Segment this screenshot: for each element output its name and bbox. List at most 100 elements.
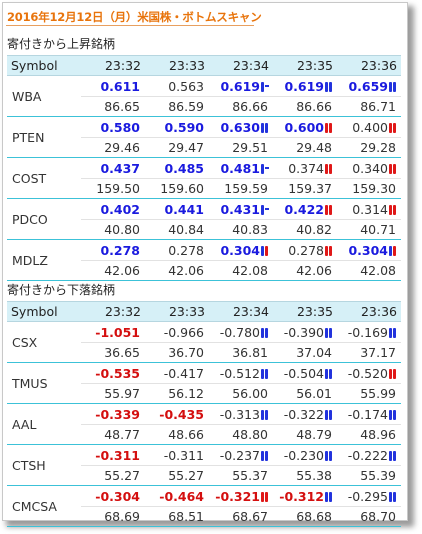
stock-row-price: 42.06 42.06 42.08 42.06 42.08 [7, 260, 401, 281]
column-header-time: 23:35 [273, 55, 337, 76]
stock-symbol[interactable]: CSX [7, 321, 81, 363]
gainers-table: Symbol 23:32 23:33 23:34 23:35 23:36 WBA 0.611 0… [7, 55, 401, 281]
change-cell: 0.611 [81, 75, 145, 97]
price-cell: 29.47 [145, 137, 209, 158]
change-cell: 0.600 [273, 116, 337, 138]
candlestick-icon [325, 163, 332, 174]
price-cell: 29.48 [273, 137, 337, 158]
page-title: 2016年12月12日（月）米国株・ボトムスキャン [7, 10, 262, 24]
price-cell: 86.71 [337, 96, 401, 117]
change-cell: 0.278 [81, 239, 145, 261]
change-cell: -0.321 [209, 485, 273, 507]
column-header-symbol: Symbol [7, 55, 81, 76]
price-cell: 68.68 [273, 506, 337, 527]
change-cell: 0.659 [337, 75, 401, 97]
candlestick-icon [325, 491, 332, 502]
stock-symbol[interactable]: AAL [7, 403, 81, 445]
price-cell: 159.37 [273, 178, 337, 199]
candlestick-icon [389, 409, 396, 420]
change-value: -0.417 [163, 365, 204, 381]
candlestick-icon [325, 327, 332, 338]
candlestick-icon [261, 450, 268, 461]
change-value: -0.504 [283, 365, 324, 381]
stock-row-price: 159.50 159.60 159.59 159.37 159.30 [7, 178, 401, 199]
stock-symbol[interactable]: TMUS [7, 362, 81, 404]
price-cell: 29.46 [81, 137, 145, 158]
change-value: -0.322 [283, 406, 324, 422]
change-value: -0.966 [163, 324, 204, 340]
stock-row-change: AAL -0.339 -0.435 -0.313 -0.322 -0.174 [7, 403, 401, 445]
price-cell: 56.12 [145, 383, 209, 404]
stock-symbol[interactable]: COST [7, 157, 81, 199]
change-cell: 0.630 [209, 116, 273, 138]
price-cell: 48.96 [337, 424, 401, 445]
price-cell: 48.66 [145, 424, 209, 445]
column-header-time: 23:32 [81, 55, 145, 76]
change-value: 0.630 [220, 119, 260, 135]
change-value: -0.512 [219, 365, 260, 381]
stock-row-price: 86.65 86.59 86.66 86.66 86.71 [7, 96, 401, 117]
change-value: 0.431 [220, 201, 260, 217]
price-cell: 42.08 [209, 260, 273, 281]
price-cell: 68.51 [145, 506, 209, 527]
change-cell: -0.966 [145, 321, 209, 343]
stock-row-price: 29.46 29.47 29.51 29.48 29.28 [7, 137, 401, 158]
price-cell: 40.80 [81, 219, 145, 240]
change-value: 0.402 [100, 201, 140, 217]
change-cell: -0.222 [337, 444, 401, 466]
candlestick-icon [325, 450, 332, 461]
candlestick-icon [325, 409, 332, 420]
change-cell: 0.619 [209, 75, 273, 97]
change-cell: -0.504 [273, 362, 337, 384]
candlestick-icon [261, 368, 268, 379]
stock-row-price: 68.69 68.51 68.67 68.68 68.70 [7, 506, 401, 527]
price-cell: 36.81 [209, 342, 273, 363]
candlestick-icon [261, 204, 269, 215]
column-header-symbol: Symbol [7, 301, 81, 322]
change-cell: 0.374 [273, 157, 337, 179]
change-value: 0.278 [288, 242, 324, 258]
stock-symbol[interactable]: PDCO [7, 198, 81, 240]
stock-symbol[interactable]: WBA [7, 75, 81, 117]
stock-row-change: TMUS -0.535 -0.417 -0.512 -0.504 -0.520 [7, 362, 401, 404]
price-cell: 55.39 [337, 465, 401, 486]
change-cell: -0.313 [209, 403, 273, 425]
change-cell: -0.464 [145, 485, 209, 507]
change-cell: -0.169 [337, 321, 401, 343]
change-cell: -0.339 [81, 403, 145, 425]
price-cell: 48.77 [81, 424, 145, 445]
stock-symbol[interactable]: MDLZ [7, 239, 81, 281]
change-cell: -0.304 [81, 485, 145, 507]
stock-symbol[interactable]: PTEN [7, 116, 81, 158]
change-value: -0.230 [283, 447, 324, 463]
stock-symbol[interactable]: CMCSA [7, 485, 81, 527]
candlestick-icon [261, 81, 269, 92]
change-value: -0.390 [283, 324, 324, 340]
candlestick-icon [325, 204, 332, 215]
price-cell: 159.60 [145, 178, 209, 199]
change-cell: -0.435 [145, 403, 209, 425]
stock-row-price: 48.77 48.66 48.80 48.79 48.96 [7, 424, 401, 445]
price-cell: 40.83 [209, 219, 273, 240]
change-cell: -0.780 [209, 321, 273, 343]
stock-symbol[interactable]: CTSH [7, 444, 81, 486]
candlestick-icon [261, 122, 268, 133]
column-header-time: 23:36 [337, 301, 401, 322]
change-cell: 0.304 [209, 239, 273, 261]
price-cell: 56.01 [273, 383, 337, 404]
price-cell: 42.06 [273, 260, 337, 281]
change-value: -0.780 [219, 324, 260, 340]
price-cell: 42.06 [81, 260, 145, 281]
change-value: 0.590 [164, 119, 204, 135]
candlestick-icon [389, 245, 396, 256]
change-value: 0.340 [352, 160, 388, 176]
losers-table: Symbol 23:32 23:33 23:34 23:35 23:36 CSX -1.051… [7, 301, 401, 527]
section-title-losers: 寄付きから下落銘柄 [7, 283, 116, 297]
change-value: -0.321 [215, 488, 260, 504]
change-value: 0.485 [164, 160, 204, 176]
stock-row-price: 55.97 56.12 56.00 56.01 55.99 [7, 383, 401, 404]
price-cell: 55.27 [81, 465, 145, 486]
change-value: -0.304 [95, 488, 140, 504]
change-value: -0.174 [347, 406, 388, 422]
change-cell: -0.390 [273, 321, 337, 343]
